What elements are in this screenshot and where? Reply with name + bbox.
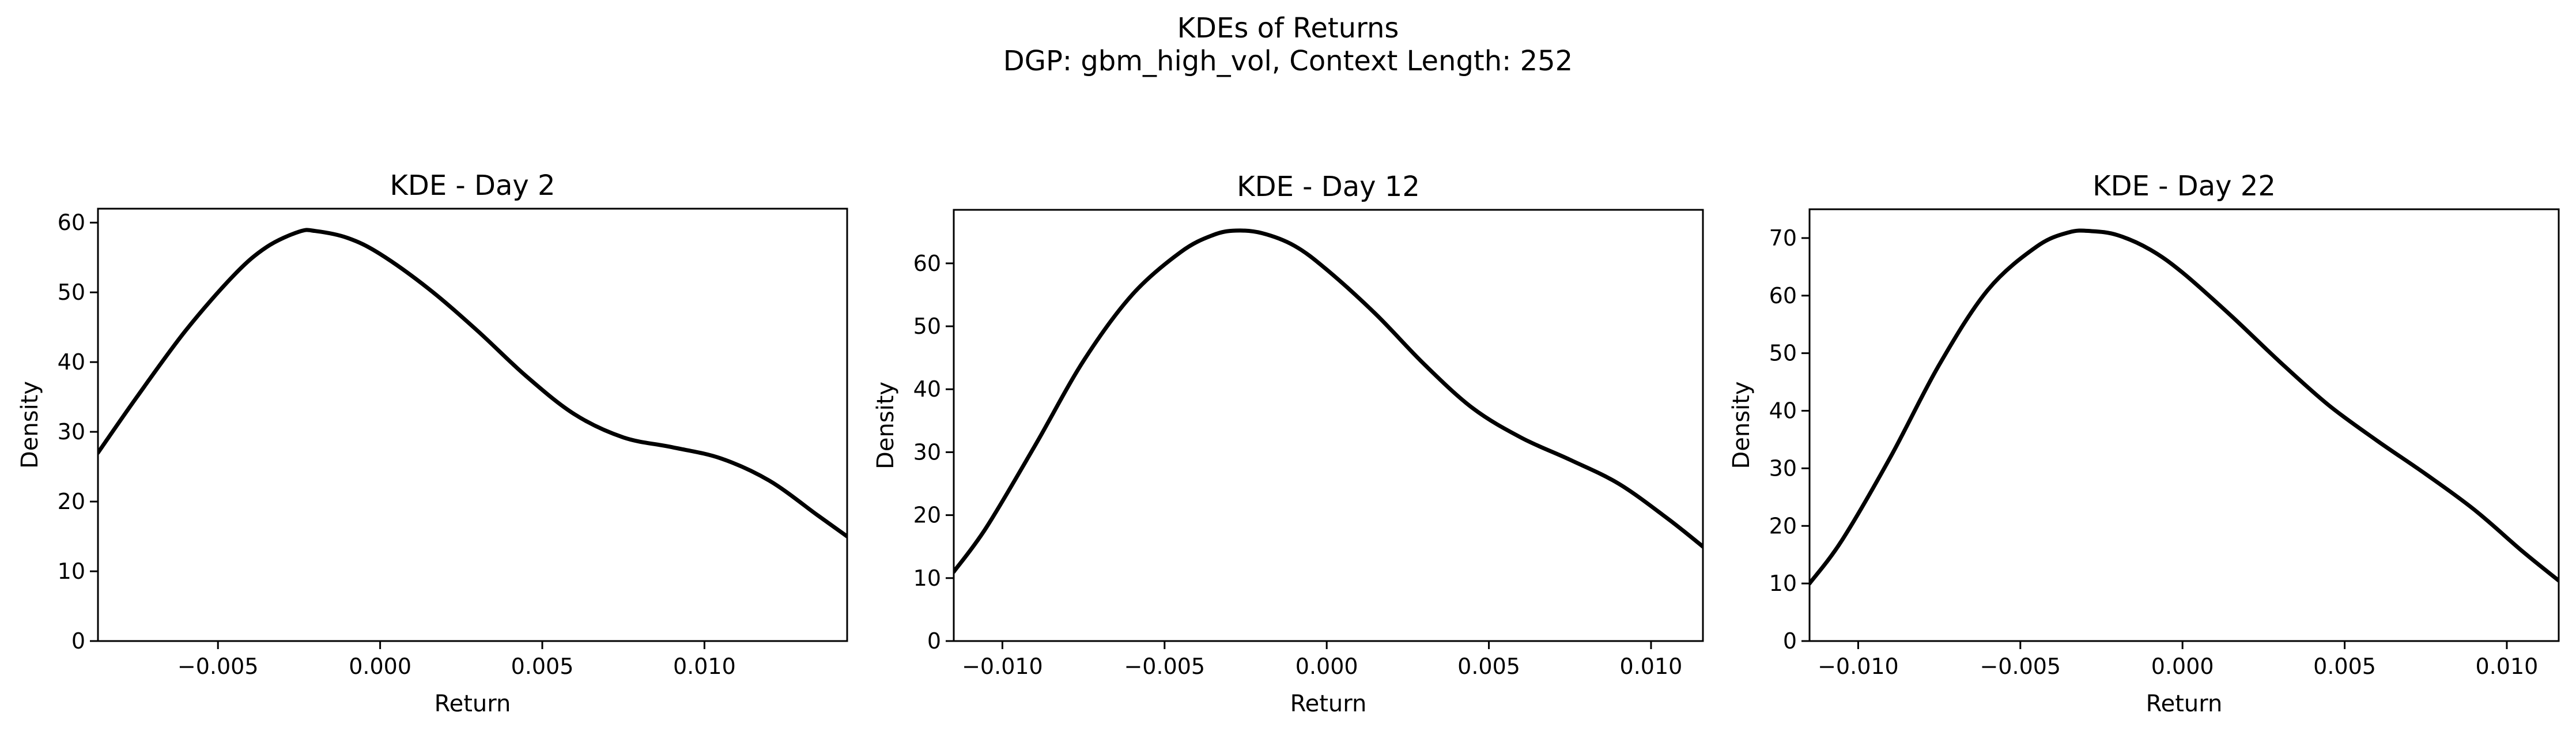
kde-day-2-panel: KDE - Day 2 −0.005 0.000 0.005 0.010 0 10 20 30 4… <box>17 169 848 717</box>
y-tick-label: 0 <box>927 628 941 654</box>
x-tick-label: 0.005 <box>1457 654 1520 679</box>
x-tick-label: 0.000 <box>1295 654 1358 679</box>
y-tick-label: 40 <box>913 376 941 402</box>
y-tick-label: 30 <box>1769 455 1797 481</box>
y-tick-label: 50 <box>913 314 941 339</box>
y-axis-label: Density <box>1728 381 1755 469</box>
y-tick-label: 0 <box>1783 628 1797 654</box>
x-tick-label: 0.010 <box>2476 654 2539 679</box>
x-tick-label: 0.010 <box>673 654 736 679</box>
y-tick-label: 10 <box>913 566 941 591</box>
panel-title: KDE - Day 2 <box>390 169 555 202</box>
y-tick-label: 20 <box>1769 513 1797 538</box>
y-tick-label: 70 <box>1769 225 1797 251</box>
x-tick-label: 0.010 <box>1620 654 1683 679</box>
figure-title-line-1: KDEs of Returns <box>1177 12 1399 44</box>
x-axis-label: Return <box>2146 691 2223 717</box>
y-tick-label: 30 <box>913 439 941 465</box>
x-tick-label: 0.005 <box>511 654 574 679</box>
plot-frame <box>97 208 848 642</box>
y-tick-label: 60 <box>58 210 85 235</box>
y-tick-label: 20 <box>913 503 941 528</box>
kde-day-12-panel: KDE - Day 12 −0.010 −0.005 0.000 0.005 0.010 0… <box>872 171 1704 717</box>
panel-title: KDE - Day 22 <box>2092 170 2276 202</box>
y-tick-label: 40 <box>58 349 85 375</box>
y-tick-label: 10 <box>58 559 85 584</box>
x-tick-label: −0.010 <box>1818 654 1899 679</box>
x-tick-label: −0.005 <box>1980 654 2061 679</box>
kde-series-line <box>98 228 847 539</box>
kde-series-line <box>1810 228 2559 586</box>
x-tick-label: 0.000 <box>349 654 411 679</box>
x-axis-label: Return <box>435 691 511 717</box>
y-tick-label: 60 <box>1769 283 1797 308</box>
plot-frame <box>1808 208 2560 642</box>
plot-frame <box>953 209 1704 642</box>
y-tick-label: 40 <box>1769 398 1797 424</box>
y-tick-label: 30 <box>58 419 85 444</box>
figure-title-line-2: DGP: gbm_high_vol, Context Length: 252 <box>1003 45 1573 77</box>
y-tick-label: 20 <box>58 489 85 514</box>
y-tick-label: 50 <box>1769 341 1797 366</box>
x-axis-label: Return <box>1290 691 1367 717</box>
x-tick-label: 0.005 <box>2313 654 2376 679</box>
panel-title: KDE - Day 12 <box>1237 171 1420 203</box>
y-axis-label: Density <box>872 382 899 469</box>
y-tick-label: 60 <box>913 251 941 276</box>
y-tick-label: 10 <box>1769 571 1797 596</box>
x-tick-label: 0.000 <box>2151 654 2214 679</box>
y-axis-label: Density <box>17 381 43 469</box>
y-tick-label: 50 <box>58 280 85 305</box>
x-tick-label: −0.010 <box>962 654 1043 679</box>
kde-series-line <box>954 228 1703 574</box>
x-tick-label: −0.005 <box>177 654 259 679</box>
y-tick-label: 0 <box>71 628 85 654</box>
x-tick-label: −0.005 <box>1124 654 1205 679</box>
kde-day-22-panel: KDE - Day 22 −0.010 −0.005 0.000 0.005 0.010 0… <box>1728 170 2560 717</box>
